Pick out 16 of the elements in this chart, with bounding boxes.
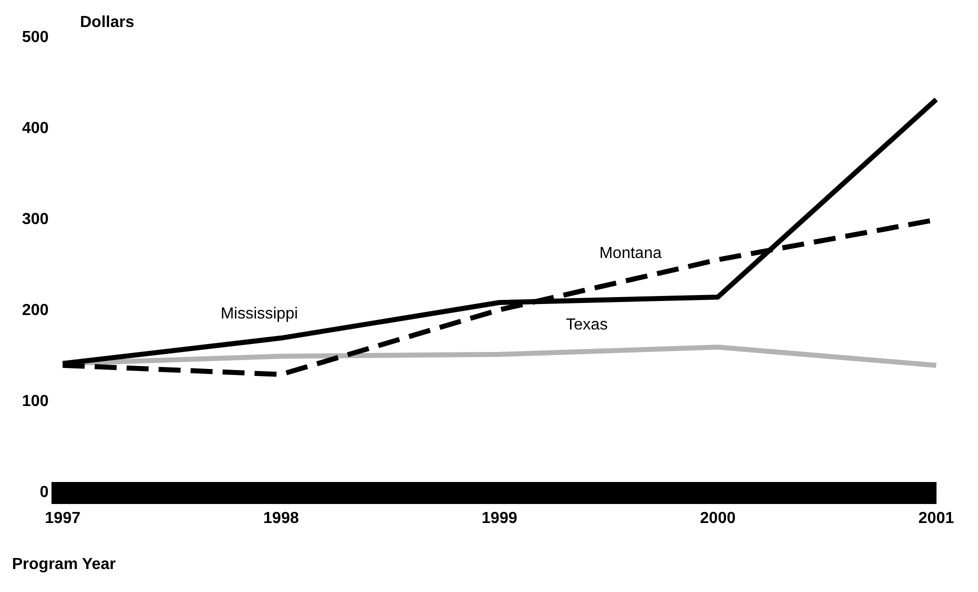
series-label: Montana (599, 244, 662, 262)
x-tick-label: 2001 (918, 510, 954, 527)
series-label: Texas (566, 316, 608, 334)
y-tick-label: 200 (22, 302, 49, 320)
x-tick-label: 1999 (482, 510, 518, 527)
x-tick-label: 1997 (44, 510, 81, 527)
y-tick-label: 300 (22, 211, 49, 228)
x-axis-title: Program Year (12, 556, 116, 574)
y-tick-label: 400 (22, 120, 49, 138)
series-label: Mississippi (220, 306, 298, 323)
y-axis-title: Dollars (80, 14, 134, 32)
y-tick-label: 500 (22, 29, 49, 46)
x-tick-label: 2000 (700, 510, 736, 527)
x-tick-label: 1998 (263, 510, 299, 527)
y-tick-label: 100 (22, 393, 49, 410)
y-tick-label: 0 (40, 484, 49, 502)
